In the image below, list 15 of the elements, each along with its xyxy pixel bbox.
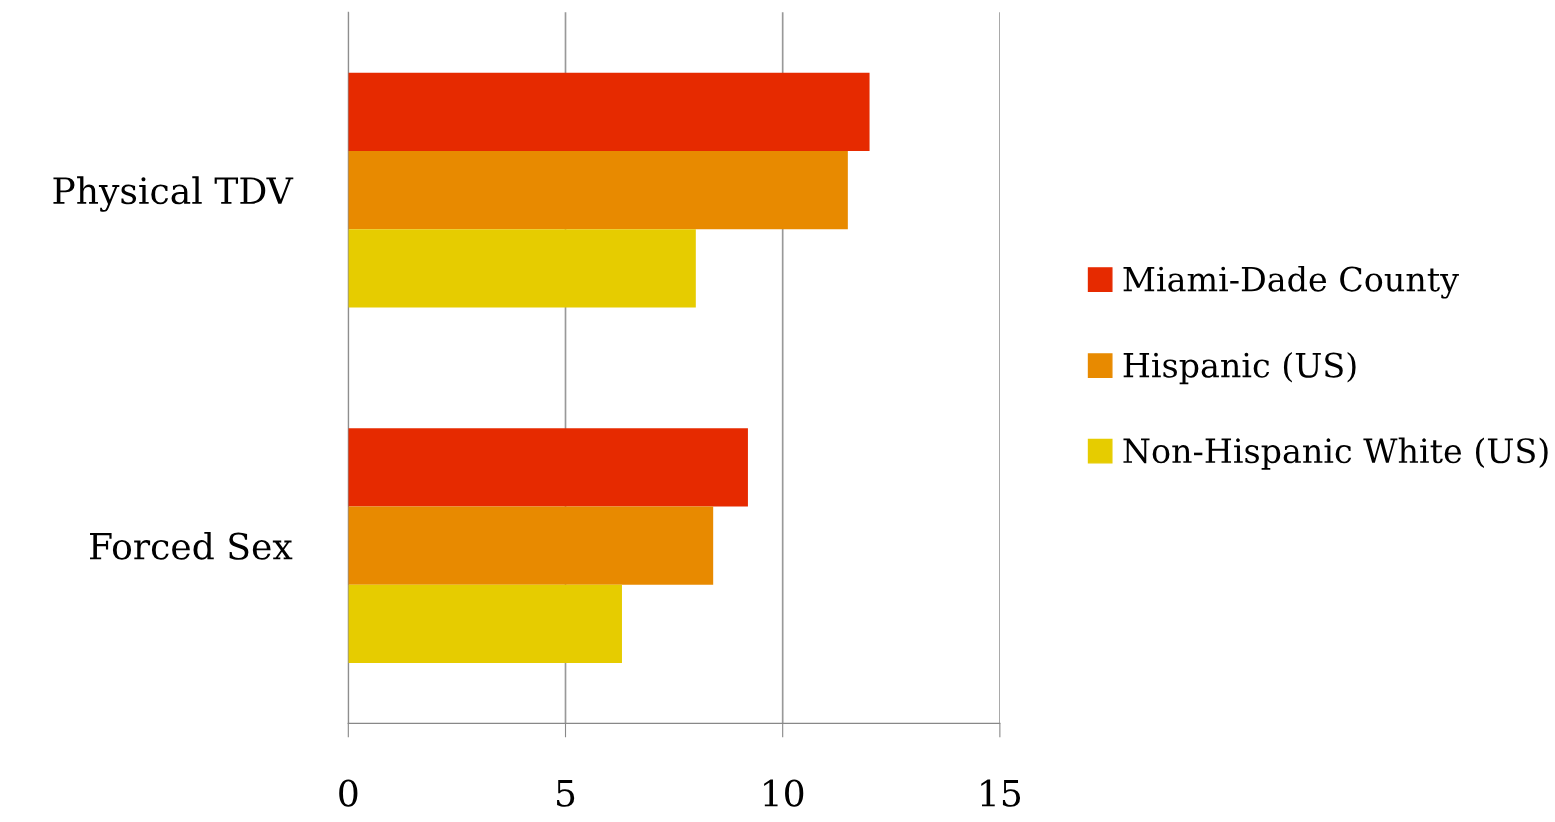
legend-label: Miami-Dade County: [1123, 265, 1459, 299]
bar: [348, 428, 748, 507]
bar: [348, 150, 848, 230]
bar: [348, 506, 714, 585]
x-tick-label: 15: [981, 779, 1021, 807]
bar: [348, 229, 696, 308]
x-tick-label: 0: [339, 779, 358, 807]
x-tick-label: 10: [764, 779, 804, 807]
legend-label: Non-Hispanic White (US): [1123, 437, 1548, 470]
bar: [348, 584, 622, 663]
legend-label: Hispanic (US): [1123, 351, 1356, 385]
y-tick-label: Physical TDV: [53, 176, 294, 212]
x-tick-label: 5: [557, 780, 575, 807]
bar: [348, 72, 870, 151]
y-tick-label: Forced Sex: [90, 531, 293, 560]
